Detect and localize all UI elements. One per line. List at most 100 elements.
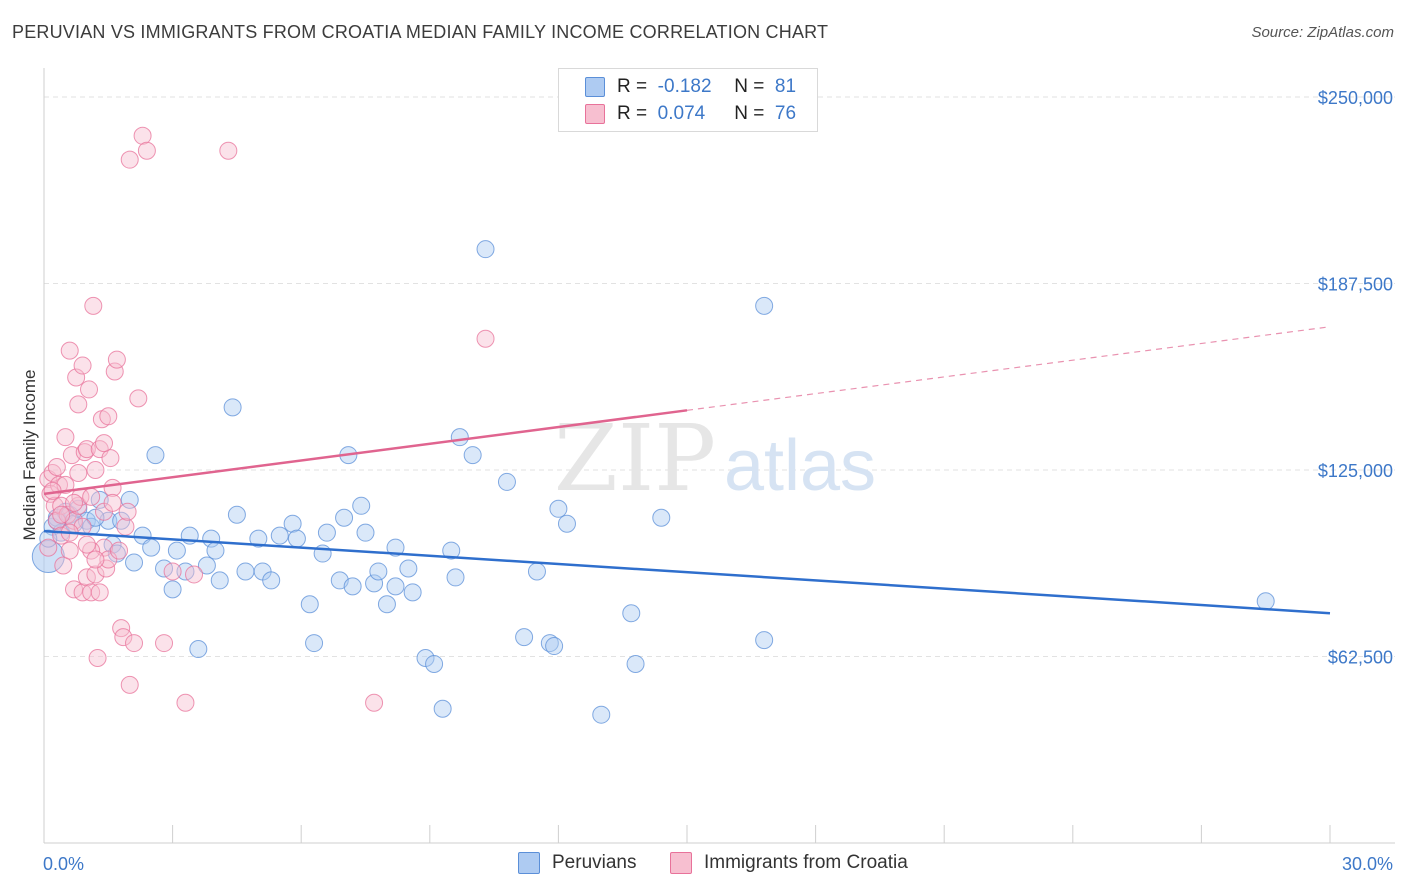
point-croatia [69, 395, 88, 414]
series-legend: Peruvians Immigrants from Croatia [0, 852, 1406, 878]
legend-item-peruvians[interactable]: Peruvians [518, 852, 637, 874]
point-peruvians [446, 568, 465, 587]
watermark-zip: ZIP [554, 405, 716, 512]
correlation-legend: R = -0.182 N = 81 R = 0.074 N = 76 [558, 68, 818, 132]
point-peruvians [249, 529, 268, 548]
point-peruvians [377, 595, 396, 614]
point-croatia [86, 565, 105, 584]
point-peruvians [236, 562, 255, 581]
trend-line-croatia [43, 409, 688, 496]
point-peruvians [755, 631, 774, 650]
legend-label: Peruvians [552, 852, 637, 873]
legend-swatch [518, 852, 540, 874]
legend-swatch-croatia [585, 104, 605, 124]
point-peruvians [369, 562, 388, 581]
point-peruvians [142, 538, 161, 557]
point-croatia [90, 583, 109, 602]
point-croatia [60, 341, 79, 360]
point-peruvians [305, 634, 324, 653]
point-peruvians [545, 637, 564, 656]
point-croatia [52, 505, 71, 524]
point-peruvians [335, 508, 354, 527]
point-peruvians [317, 523, 336, 542]
legend-row-peruvians: R = -0.182 N = 81 [585, 75, 796, 99]
legend-row-croatia: R = 0.074 N = 76 [585, 102, 796, 126]
point-peruvians [120, 490, 139, 509]
n-value: 76 [774, 103, 797, 124]
point-peruvians [433, 699, 452, 718]
point-croatia [65, 493, 84, 512]
point-peruvians [450, 428, 469, 447]
point-croatia [60, 541, 79, 560]
point-peruvians [287, 529, 306, 548]
y-tick-label: $187,500 [1318, 275, 1393, 295]
point-peruvians [223, 398, 242, 417]
point-croatia [116, 517, 135, 536]
point-croatia [88, 648, 107, 667]
point-peruvians [497, 472, 516, 491]
point-croatia [365, 693, 384, 712]
point-peruvians [210, 571, 229, 590]
point-peruvians [262, 571, 281, 590]
point-croatia [86, 461, 105, 479]
point-croatia [112, 619, 131, 638]
watermark: ZIP atlas [554, 405, 876, 512]
point-peruvians [527, 562, 546, 581]
x-tick-label: 0.0% [43, 854, 84, 874]
trend-line-croatia-extension [686, 326, 1331, 411]
point-peruvians [626, 654, 645, 673]
point-croatia [137, 141, 156, 160]
point-peruvians [227, 505, 246, 524]
point-croatia [163, 562, 182, 581]
point-croatia [77, 440, 96, 459]
point-peruvians [652, 508, 671, 527]
trend-lines [43, 326, 1331, 615]
point-croatia [114, 628, 133, 647]
legend-swatch-peruvians [585, 77, 605, 97]
point-croatia [54, 556, 73, 575]
legend-item-croatia[interactable]: Immigrants from Croatia [670, 852, 908, 874]
point-peruvians [399, 559, 418, 578]
legend-swatch [670, 852, 692, 874]
r-label: R = [617, 103, 648, 124]
point-croatia [101, 449, 120, 468]
point-croatia [118, 502, 137, 521]
point-croatia [39, 538, 58, 557]
r-value: -0.182 [657, 76, 712, 97]
point-croatia [476, 329, 495, 348]
point-peruvians [270, 526, 289, 545]
x-tick-label: 30.0% [1342, 854, 1393, 874]
point-croatia [107, 350, 126, 369]
point-peruvians [197, 556, 216, 575]
point-croatia [133, 126, 152, 145]
point-croatia [129, 389, 148, 408]
point-croatia [99, 550, 118, 569]
point-peruvians [476, 240, 495, 259]
point-peruvians [163, 580, 182, 599]
point-croatia [45, 496, 64, 515]
n-label: N = [734, 76, 765, 97]
y-tick-label: $250,000 [1318, 88, 1393, 108]
point-peruvians [300, 595, 319, 614]
point-peruvians [206, 541, 225, 560]
point-peruvians [557, 514, 576, 533]
point-croatia [155, 634, 174, 653]
chart-title: PERUVIAN VS IMMIGRANTS FROM CROATIA MEDI… [12, 22, 829, 42]
watermark-atlas: atlas [724, 426, 876, 506]
n-value: 81 [774, 76, 797, 97]
point-croatia [97, 559, 116, 578]
point-peruvians [167, 541, 186, 560]
point-croatia [80, 380, 99, 399]
point-peruvians [1256, 592, 1275, 611]
point-croatia [84, 296, 103, 315]
point-croatia [56, 428, 75, 447]
point-croatia [67, 368, 86, 387]
point-croatia [103, 493, 122, 512]
point-croatia [86, 550, 105, 569]
y-tick-label: $62,500 [1328, 648, 1393, 668]
point-peruvians [425, 654, 444, 673]
point-croatia [75, 443, 94, 462]
point-croatia [82, 487, 101, 506]
point-croatia [47, 458, 66, 477]
tick-labels: $62,500 $125,000 $187,500 $250,000 0.0% 30.0% [43, 88, 1393, 874]
